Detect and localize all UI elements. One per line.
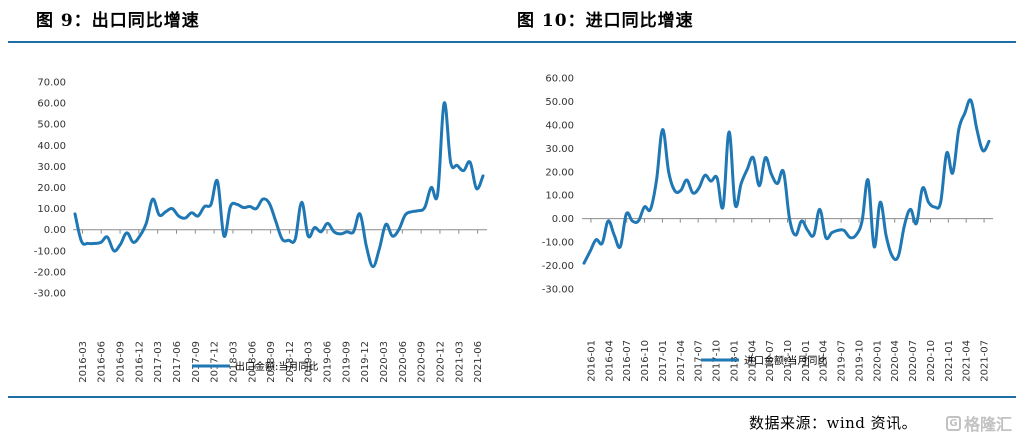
export-y-tick-label: -30.00 bbox=[34, 289, 66, 300]
import-y-tick-label: 10.00 bbox=[545, 191, 574, 202]
export-y-tick-label: 30.00 bbox=[37, 162, 66, 173]
import-x-tick-label: 2019-04 bbox=[819, 340, 830, 382]
export-x-tick-label: 2018-09 bbox=[266, 341, 277, 383]
import-y-tick-label: 50.00 bbox=[545, 97, 574, 108]
import-x-tick-label: 2020-07 bbox=[908, 340, 919, 382]
export-x-tick-label: 2019-09 bbox=[341, 341, 352, 383]
export-x-tick-label: 2021-06 bbox=[473, 341, 484, 383]
export-x-tick-label: 2020-03 bbox=[379, 341, 390, 383]
import-x-tick-label: 2020-01 bbox=[872, 340, 883, 382]
export-y-tick-label: 20.00 bbox=[37, 183, 66, 194]
import-x-tick-label: 2016-10 bbox=[640, 340, 651, 382]
export-x-tick-label: 2019-03 bbox=[304, 341, 315, 383]
export-x-tick-label: 2021-03 bbox=[454, 341, 465, 383]
logo-icon: G bbox=[946, 415, 961, 431]
export-x-tick-label: 2016-06 bbox=[97, 341, 108, 383]
import-x-tick-label: 2016-01 bbox=[586, 340, 597, 382]
import-y-tick-label: 30.00 bbox=[545, 144, 574, 155]
import-y-tick-label: 0.00 bbox=[552, 214, 574, 225]
watermark: G 格隆汇 bbox=[946, 411, 1012, 435]
export-x-tick-label: 2017-06 bbox=[172, 341, 183, 383]
export-y-tick-label: 60.00 bbox=[37, 99, 66, 110]
import-y-tick-label: 60.00 bbox=[545, 74, 574, 85]
import-x-tick-label: 2018-10 bbox=[783, 340, 794, 382]
export-y-tick-label: 10.00 bbox=[37, 204, 66, 215]
export-series-line bbox=[73, 101, 485, 269]
import-x-tick-label: 2019-10 bbox=[855, 340, 866, 382]
figure-9-title: 图 9：出口同比增速 bbox=[36, 11, 200, 31]
import-y-tick-label: -10.00 bbox=[542, 238, 574, 249]
import-x-tick-label: 2018-04 bbox=[747, 340, 758, 382]
import-x-tick-label: 2017-01 bbox=[658, 340, 669, 382]
figure-10-title: 图 10：进口同比增速 bbox=[517, 11, 694, 31]
export-x-tick-label: 2018-12 bbox=[285, 341, 296, 383]
import-x-tick-label: 2019-01 bbox=[801, 340, 812, 382]
export-x-tick-label: 2016-03 bbox=[78, 341, 89, 383]
import-x-tick-label: 2020-04 bbox=[890, 340, 901, 382]
import-series-line bbox=[582, 98, 991, 265]
export-x-tick-label: 2018-06 bbox=[247, 341, 258, 383]
import-y-tick-label: -20.00 bbox=[542, 261, 574, 272]
import-x-tick-label: 2018-07 bbox=[765, 340, 776, 382]
data-source-note: 数据来源：wind 资讯。 bbox=[749, 414, 918, 432]
import-y-tick-label: -30.00 bbox=[542, 285, 574, 296]
import-x-tick-label: 2016-04 bbox=[604, 340, 615, 382]
export-x-tick-label: 2017-09 bbox=[191, 341, 202, 383]
export-y-tick-label: 40.00 bbox=[37, 141, 66, 152]
export-x-tick-label: 2017-03 bbox=[153, 341, 164, 383]
export-y-tick-label: 70.00 bbox=[37, 78, 66, 89]
export-x-tick-label: 2019-12 bbox=[360, 341, 371, 383]
export-y-tick-label: -10.00 bbox=[34, 246, 66, 257]
export-y-tick-label: -20.00 bbox=[34, 267, 66, 278]
export-x-tick-label: 2017-12 bbox=[210, 341, 221, 383]
import-x-tick-label: 2017-07 bbox=[694, 340, 705, 382]
import-growth-chart: 60.00 50.00 40.00 30.00 20.00 10.00 0.00 -10.00… bbox=[542, 74, 993, 382]
import-x-tick-label: 2019-07 bbox=[837, 340, 848, 382]
export-x-tick-label: 2019-06 bbox=[323, 341, 334, 383]
export-growth-chart: 70.00 60.00 50.00 40.00 30.00 20.00 10.00 0.00 -… bbox=[34, 78, 487, 383]
export-x-tick-label: 2020-12 bbox=[436, 341, 447, 383]
export-y-tick-label: 0.00 bbox=[44, 225, 66, 236]
export-x-tick-label: 2020-06 bbox=[398, 341, 409, 383]
bottom-divider bbox=[8, 396, 1016, 398]
export-x-tick-label: 2016-12 bbox=[134, 341, 145, 383]
import-x-tick-label: 2020-10 bbox=[926, 340, 937, 382]
import-x-tick-label: 2021-04 bbox=[962, 340, 973, 382]
import-x-tick-label: 2016-07 bbox=[622, 340, 633, 382]
top-divider bbox=[8, 41, 1016, 43]
import-y-tick-label: 40.00 bbox=[545, 120, 574, 131]
import-x-tick-label: 2021-07 bbox=[980, 340, 991, 382]
import-x-tick-label: 2021-01 bbox=[944, 340, 955, 382]
import-legend-label: 进口金额:当月同比 bbox=[744, 354, 827, 367]
export-x-tick-label: 2016-09 bbox=[116, 341, 127, 383]
export-y-tick-label: 50.00 bbox=[37, 120, 66, 131]
export-x-tick-label: 2020-09 bbox=[417, 341, 428, 383]
import-x-tick-label: 2017-04 bbox=[676, 340, 687, 382]
export-legend-label: 出口金额:当月同比 bbox=[235, 360, 318, 373]
export-x-tick-label: 2018-03 bbox=[229, 341, 240, 383]
watermark-text: 格隆汇 bbox=[964, 415, 1013, 434]
import-y-tick-label: 20.00 bbox=[545, 167, 574, 178]
